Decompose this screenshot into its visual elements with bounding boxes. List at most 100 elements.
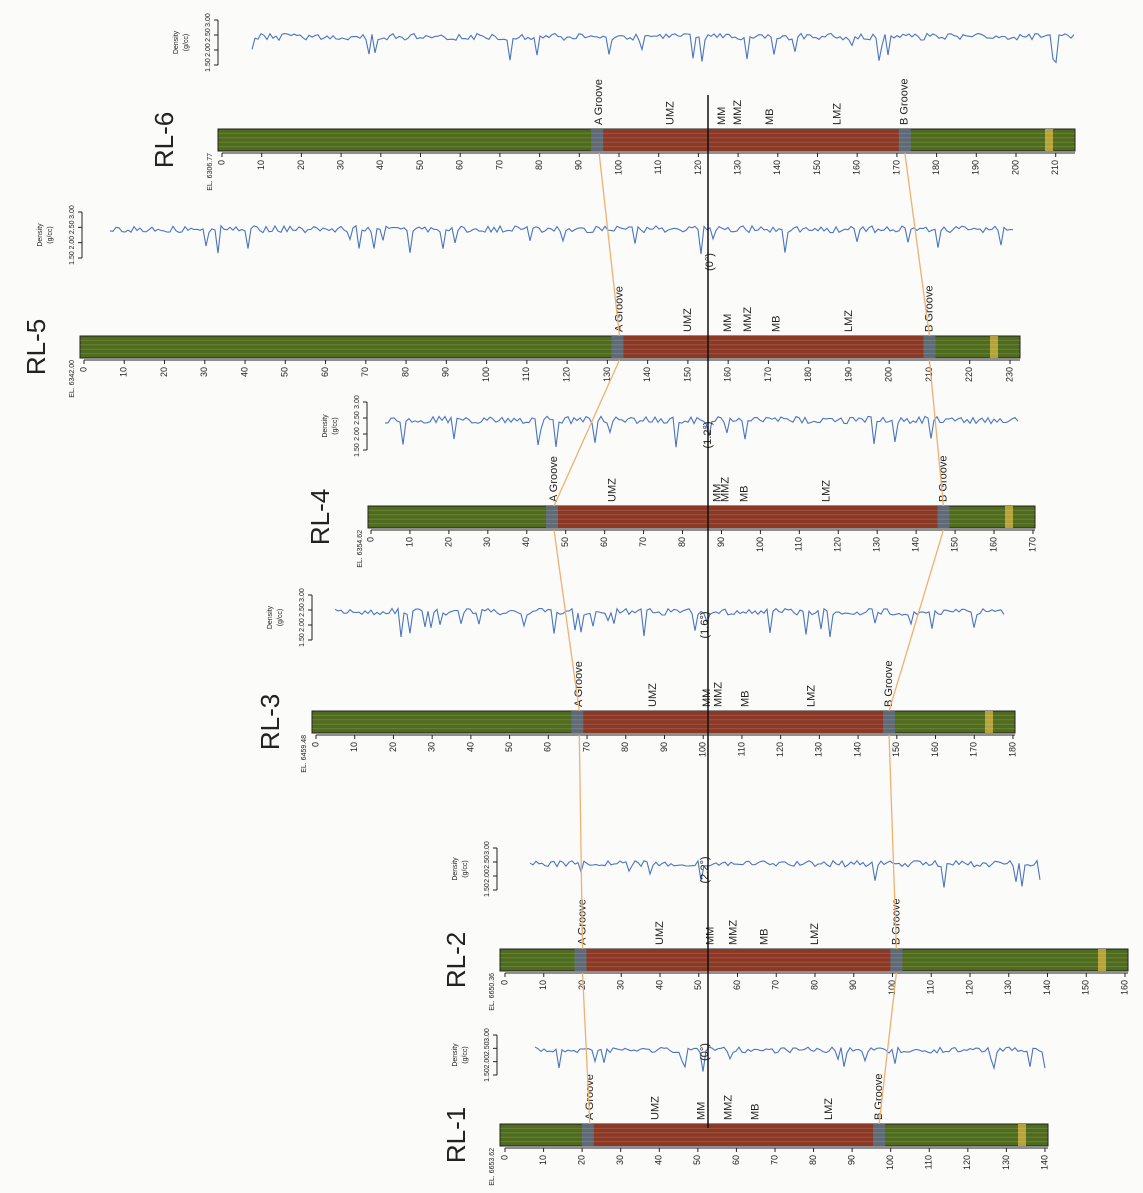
depth-label: 120 bbox=[693, 160, 703, 175]
zone-label: MMZ bbox=[723, 1095, 735, 1120]
depth-label: 230 bbox=[1004, 367, 1014, 382]
depth-label: 140 bbox=[911, 537, 921, 552]
zone-label: LMZ bbox=[809, 923, 821, 945]
core-red bbox=[590, 1124, 879, 1146]
core-end bbox=[1098, 949, 1106, 971]
depth-label: 70 bbox=[769, 1155, 779, 1165]
density-tick-label: 3.00 bbox=[299, 588, 306, 602]
depth-label: 0 bbox=[365, 537, 375, 542]
page: {"cores":[ {"name":"RL-1","elevation":"E… bbox=[0, 0, 1143, 1188]
depth-label: 150 bbox=[682, 367, 692, 382]
depth-label: 50 bbox=[692, 1155, 702, 1165]
core-end bbox=[1018, 1124, 1026, 1146]
elevation: EL. 6342.00 bbox=[69, 360, 76, 398]
dip-label: (1.6°) bbox=[699, 611, 711, 638]
groove-b bbox=[883, 711, 895, 733]
core-red bbox=[579, 711, 889, 733]
zone-label: LMZ bbox=[806, 685, 818, 707]
density-label: Density bbox=[322, 414, 329, 438]
zone-label: MMZ bbox=[719, 477, 731, 502]
depth-label: 0 bbox=[310, 742, 320, 747]
depth-label: 30 bbox=[199, 367, 209, 377]
core-red bbox=[599, 129, 905, 151]
depth-label: 10 bbox=[349, 742, 359, 752]
depth-label: 140 bbox=[642, 367, 652, 382]
zone-label: A Groove bbox=[593, 79, 605, 125]
depth-label: 110 bbox=[924, 1155, 934, 1169]
core-end bbox=[990, 336, 998, 358]
depth-label: 120 bbox=[561, 367, 571, 382]
depth-label: 50 bbox=[693, 980, 703, 990]
zone-label: MM bbox=[716, 107, 728, 125]
depth-label: 0 bbox=[499, 980, 509, 985]
density-curve bbox=[535, 1047, 1045, 1072]
depth-label: 110 bbox=[736, 742, 746, 756]
elevation: EL. 6653.62 bbox=[489, 1148, 496, 1186]
groove-b bbox=[923, 336, 935, 358]
depth-label: 130 bbox=[1001, 1155, 1011, 1170]
depth-label: 120 bbox=[964, 980, 974, 995]
depth-label: 20 bbox=[388, 742, 398, 752]
depth-label: 20 bbox=[159, 367, 169, 377]
depth-label: 170 bbox=[763, 367, 773, 382]
depth-label: 130 bbox=[732, 160, 742, 175]
depth-label: 40 bbox=[239, 367, 249, 377]
core-title: RL-2 bbox=[441, 932, 471, 988]
depth-label: 80 bbox=[400, 367, 410, 377]
depth-label: 180 bbox=[1007, 742, 1017, 757]
depth-label: 160 bbox=[723, 367, 733, 382]
depth-label: 20 bbox=[577, 1155, 587, 1165]
depth-label: 90 bbox=[716, 537, 726, 547]
correlation-line bbox=[889, 530, 943, 711]
elevation: EL. 6459.48 bbox=[301, 735, 308, 773]
depth-label: 40 bbox=[654, 980, 664, 990]
depth-label: 110 bbox=[794, 537, 804, 551]
depth-label: 30 bbox=[616, 980, 626, 990]
depth-label: 110 bbox=[521, 367, 531, 381]
correlation-diagram: 0 10 20 30 40 50 60 70 80 90 100 110 120 130 140 EL. 66… bbox=[0, 0, 1143, 1188]
groove-a bbox=[546, 506, 558, 528]
density-tick-label: 2.00 bbox=[69, 236, 76, 250]
density-curve bbox=[252, 34, 1074, 63]
groove-b bbox=[937, 506, 949, 528]
depth-label: 40 bbox=[465, 742, 475, 752]
elevation: EL. 6354.62 bbox=[357, 530, 364, 568]
zone-label: UMZ bbox=[606, 478, 618, 502]
density-tick-label: 2.50 bbox=[205, 28, 212, 42]
depth-label: 50 bbox=[415, 160, 425, 170]
depth-label: 60 bbox=[732, 980, 742, 990]
depth-label: 120 bbox=[833, 537, 843, 552]
depth-label: 40 bbox=[521, 537, 531, 547]
elevation: EL. 6650.36 bbox=[489, 973, 496, 1011]
depth-label: 180 bbox=[803, 367, 813, 382]
depth-label: 150 bbox=[949, 537, 959, 552]
depth-label: 80 bbox=[677, 537, 687, 547]
dip-label: (0°) bbox=[699, 1043, 711, 1061]
elevation: EL. 6306.77 bbox=[207, 153, 214, 191]
depth-label: 30 bbox=[615, 1155, 625, 1165]
depth-label: 100 bbox=[481, 367, 491, 382]
density-tick-label: 2.00 bbox=[299, 618, 306, 632]
depth-label: 80 bbox=[809, 980, 819, 990]
depth-label: 0 bbox=[499, 1155, 509, 1160]
zone-label: UMZ bbox=[647, 683, 659, 707]
density-label: (g/cc) bbox=[462, 860, 469, 878]
density-tick-label: 3.00 bbox=[354, 395, 361, 409]
groove-a bbox=[591, 129, 603, 151]
density-tick-label: 1.50 bbox=[484, 883, 491, 897]
zone-label: MMZ bbox=[728, 920, 740, 945]
depth-label: 170 bbox=[969, 742, 979, 757]
depth-label: 40 bbox=[375, 160, 385, 170]
depth-label: 60 bbox=[543, 742, 553, 752]
density-tick-label: 3.00 bbox=[69, 205, 76, 219]
depth-label: 20 bbox=[577, 980, 587, 990]
core-red bbox=[583, 949, 897, 971]
depth-label: 200 bbox=[1010, 160, 1020, 175]
zone-label: UMZ bbox=[682, 308, 694, 332]
depth-label: 80 bbox=[534, 160, 544, 170]
depth-label: 200 bbox=[884, 367, 894, 382]
core-end bbox=[1045, 129, 1053, 151]
density-label: (g/cc) bbox=[183, 34, 190, 52]
depth-label: 90 bbox=[847, 1155, 857, 1165]
core-red bbox=[554, 506, 943, 528]
